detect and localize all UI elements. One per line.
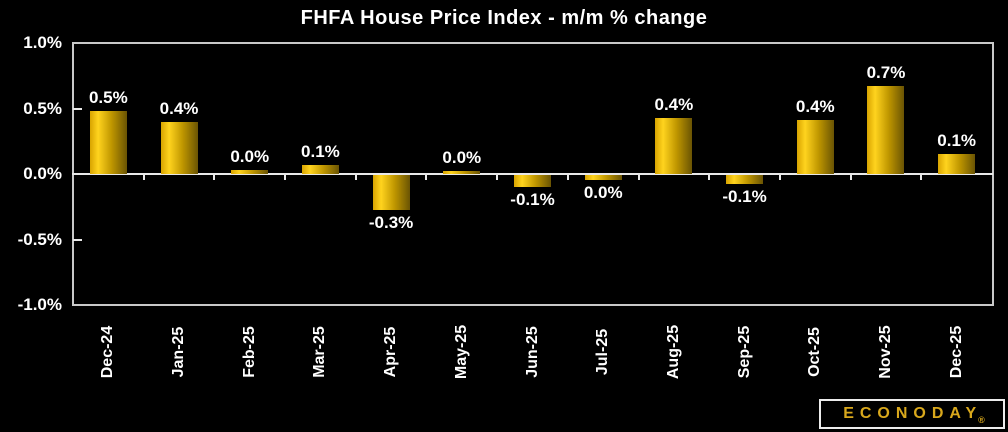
- bar-value-label: 0.4%: [159, 98, 199, 118]
- bar: [655, 117, 693, 174]
- x-axis-label: Jun-25: [523, 326, 541, 378]
- x-axis-tick: [284, 174, 287, 180]
- bar: [231, 170, 269, 174]
- bar-value-label: 0.4%: [795, 97, 835, 117]
- x-axis-tick: [778, 174, 781, 180]
- bar: [89, 111, 127, 174]
- x-axis-label: Dec-24: [99, 325, 117, 379]
- chart-title: FHFA House Price Index - m/m % change: [300, 7, 708, 29]
- x-axis-label: Nov-25: [876, 325, 894, 379]
- x-axis-label: Feb-25: [240, 326, 258, 378]
- econoday-logo-text: ECONODAY: [843, 405, 983, 422]
- x-axis-tick: [849, 174, 852, 180]
- bar: [301, 164, 339, 174]
- x-axis-label: Mar-25: [311, 326, 329, 378]
- y-axis-tick: [73, 107, 82, 110]
- x-axis-label: Aug-25: [664, 324, 682, 380]
- x-axis-tick: [425, 174, 428, 180]
- x-axis-tick: [566, 174, 569, 180]
- x-axis-label: May-25: [452, 324, 470, 380]
- y-axis-label: 1.0%: [23, 33, 62, 52]
- bar: [796, 120, 834, 174]
- bar: [443, 171, 481, 174]
- y-axis-label: -1.0%: [17, 295, 62, 314]
- bar: [514, 175, 551, 187]
- x-axis-label: Apr-25: [382, 326, 400, 378]
- x-axis-label: Jan-25: [170, 326, 188, 378]
- x-axis-tick: [637, 174, 640, 180]
- x-axis-label: Dec-25: [947, 325, 965, 379]
- x-axis-label: Sep-25: [735, 325, 753, 379]
- bar: [372, 175, 410, 211]
- registered-trademark-icon: ®: [978, 415, 985, 425]
- x-axis-label: Jul-25: [594, 328, 612, 376]
- bar: [584, 175, 622, 181]
- x-axis-tick: [213, 174, 216, 180]
- bar-value-label: -0.3%: [368, 213, 414, 233]
- bar-value-label: 0.0%: [442, 148, 482, 168]
- bar: [867, 86, 905, 174]
- y-axis-label: 0.5%: [23, 98, 62, 118]
- bar-value-label: 0.1%: [937, 131, 977, 151]
- x-axis-tick: [142, 174, 145, 180]
- bar: [160, 121, 198, 174]
- y-axis-label: -0.5%: [17, 229, 62, 249]
- x-axis-label: Oct-25: [806, 327, 824, 377]
- x-axis-tick: [920, 174, 923, 180]
- bar-value-label: -0.1%: [510, 189, 555, 209]
- bar-value-label: 0.1%: [301, 141, 340, 161]
- bar-value-label: 0.0%: [230, 147, 270, 167]
- bar-value-label: 0.0%: [583, 183, 623, 203]
- zero-baseline: [72, 173, 993, 175]
- x-axis-tick: [496, 174, 499, 180]
- bar-value-label: 0.7%: [866, 63, 906, 83]
- econoday-logo: ECONODAY ®: [819, 399, 1005, 429]
- bar-value-label: 0.5%: [88, 88, 128, 108]
- x-axis-tick: [354, 174, 357, 180]
- x-axis-tick: [708, 174, 711, 180]
- bar: [726, 175, 764, 185]
- bar-value-label: -0.1%: [722, 187, 767, 207]
- y-axis-label: 0.0%: [23, 164, 62, 183]
- y-axis-tick: [73, 238, 82, 241]
- bar-value-label: 0.4%: [654, 94, 694, 114]
- bar: [938, 154, 976, 174]
